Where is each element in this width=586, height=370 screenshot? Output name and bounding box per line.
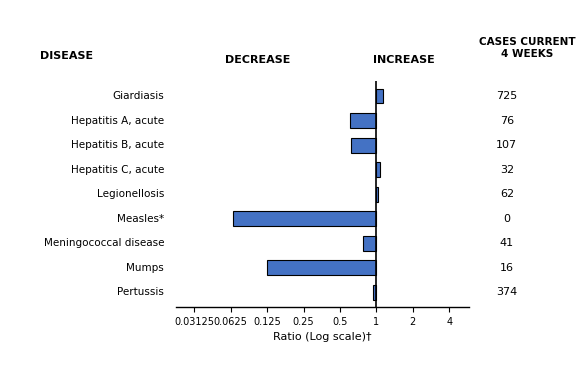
Text: CASES CURRENT
4 WEEKS: CASES CURRENT 4 WEEKS <box>479 37 575 59</box>
Text: DECREASE: DECREASE <box>225 55 291 65</box>
Bar <box>267 260 376 275</box>
Bar <box>350 113 376 128</box>
Text: Giardiasis: Giardiasis <box>113 91 164 101</box>
Bar <box>376 162 380 177</box>
Text: 0: 0 <box>503 214 510 224</box>
Text: 374: 374 <box>496 287 517 297</box>
Text: 41: 41 <box>500 238 514 248</box>
Text: DISEASE: DISEASE <box>40 51 93 61</box>
Text: Hepatitis A, acute: Hepatitis A, acute <box>71 116 164 126</box>
Text: 32: 32 <box>500 165 514 175</box>
Text: Legionellosis: Legionellosis <box>97 189 164 199</box>
Bar <box>363 236 376 251</box>
Text: 725: 725 <box>496 91 517 101</box>
Text: Hepatitis B, acute: Hepatitis B, acute <box>71 140 164 150</box>
Bar <box>376 187 379 202</box>
Text: 107: 107 <box>496 140 517 150</box>
Text: 62: 62 <box>500 189 514 199</box>
Bar <box>376 89 383 104</box>
Bar <box>373 285 376 300</box>
Bar <box>233 211 376 226</box>
Text: INCREASE: INCREASE <box>373 55 435 65</box>
X-axis label: Ratio (Log scale)†: Ratio (Log scale)† <box>273 332 372 342</box>
Text: Measles*: Measles* <box>117 214 164 224</box>
Bar <box>351 138 376 152</box>
Text: Meningococcal disease: Meningococcal disease <box>43 238 164 248</box>
Text: 76: 76 <box>500 116 514 126</box>
Text: Pertussis: Pertussis <box>117 287 164 297</box>
Text: Hepatitis C, acute: Hepatitis C, acute <box>71 165 164 175</box>
Text: Mumps: Mumps <box>127 263 164 273</box>
Text: 16: 16 <box>500 263 514 273</box>
